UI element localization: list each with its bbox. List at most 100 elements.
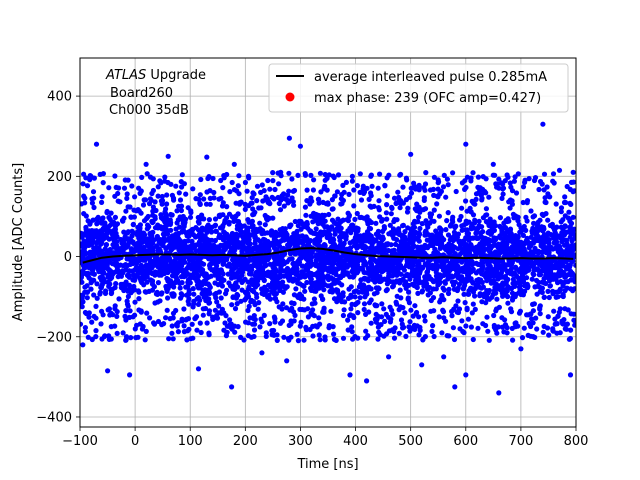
scatter-point: [214, 299, 220, 305]
scatter-point: [221, 277, 227, 283]
scatter-point: [162, 174, 168, 180]
scatter-point: [531, 272, 537, 278]
scatter-point: [93, 240, 99, 246]
scatter-point: [206, 311, 212, 317]
scatter-point: [315, 241, 321, 247]
scatter-point: [272, 186, 278, 193]
scatter-point: [430, 279, 437, 285]
scatter-point: [348, 256, 354, 262]
scatter-point: [436, 240, 442, 247]
scatter-point: [408, 307, 414, 313]
scatter-point: [83, 224, 89, 230]
scatter-point: [562, 194, 568, 200]
scatter-point: [297, 143, 303, 149]
scatter-point: [152, 255, 159, 261]
scatter-point: [154, 291, 161, 297]
scatter-point: [256, 274, 262, 280]
scatter-point: [317, 170, 323, 176]
scatter-point: [188, 210, 194, 216]
scatter-point: [384, 216, 390, 222]
scatter-point: [204, 154, 210, 160]
scatter-point: [468, 224, 474, 230]
scatter-point: [381, 224, 387, 230]
scatter-point: [311, 177, 317, 183]
scatter-point: [222, 230, 228, 236]
scatter-point: [340, 272, 346, 278]
scatter-point: [126, 238, 132, 244]
scatter-point: [220, 261, 226, 267]
scatter-point: [569, 259, 575, 265]
scatter-point: [84, 183, 91, 189]
scatter-point: [471, 220, 478, 226]
scatter-point: [173, 307, 179, 314]
scatter-point: [486, 296, 492, 302]
scatter-point: [112, 173, 118, 179]
scatter-point: [100, 276, 106, 282]
scatter-point: [489, 258, 495, 264]
scatter-point: [246, 175, 252, 181]
scatter-point: [514, 266, 520, 272]
scatter-point: [556, 261, 562, 267]
scatter-point: [547, 277, 553, 283]
scatter-point: [167, 280, 173, 286]
scatter-point: [297, 323, 303, 329]
scatter-point: [350, 226, 357, 232]
scatter-point: [496, 176, 502, 182]
scatter-point: [218, 195, 224, 201]
scatter-point: [562, 223, 568, 229]
scatter-point: [540, 329, 546, 335]
scatter-point: [516, 246, 522, 252]
scatter-point: [195, 301, 202, 307]
scatter-point: [82, 195, 88, 201]
scatter-point: [281, 261, 287, 267]
scatter-point: [140, 257, 146, 263]
scatter-point: [499, 258, 506, 264]
scatter-point: [295, 223, 301, 229]
scatter-point: [217, 213, 223, 220]
scatter-point: [526, 320, 532, 326]
scatter-point: [287, 307, 293, 313]
scatter-point: [109, 220, 115, 226]
scatter-point: [389, 307, 395, 313]
scatter-point: [364, 378, 370, 384]
scatter-point: [169, 246, 175, 252]
scatter-point: [338, 297, 344, 303]
scatter-point: [558, 268, 564, 274]
scatter-point: [249, 195, 255, 201]
scatter-point: [249, 277, 255, 283]
scatter-point: [131, 256, 137, 262]
scatter-point: [410, 268, 416, 274]
scatter-point: [509, 337, 516, 343]
scatter-point: [110, 228, 116, 234]
scatter-point: [245, 320, 251, 326]
scatter-point: [106, 336, 112, 342]
scatter-point: [149, 278, 155, 285]
scatter-point: [558, 219, 564, 225]
scatter-point: [97, 171, 103, 177]
scatter-point: [160, 216, 166, 222]
scatter-point: [500, 281, 506, 287]
scatter-point: [443, 227, 449, 233]
scatter-point: [507, 246, 514, 252]
scatter-point: [99, 199, 105, 205]
average-pulse-line: [82, 247, 574, 264]
scatter-point: [289, 176, 295, 182]
scatter-point: [331, 241, 337, 248]
scatter-point: [379, 218, 385, 224]
scatter-point: [239, 269, 246, 275]
scatter-point: [467, 277, 473, 283]
scatter-point: [427, 187, 434, 193]
scatter-point: [118, 236, 124, 243]
scatter-point: [304, 187, 310, 193]
scatter-point: [281, 334, 287, 340]
scatter-point: [155, 193, 161, 199]
scatter-point: [251, 327, 258, 333]
scatter-point: [120, 281, 126, 287]
scatter-point: [573, 262, 576, 268]
scatter-point: [138, 188, 144, 194]
scatter-point: [169, 192, 175, 198]
scatter-point: [119, 268, 125, 274]
scatter-point: [195, 366, 202, 372]
scatter-point: [141, 230, 147, 236]
scatter-point: [529, 276, 535, 282]
